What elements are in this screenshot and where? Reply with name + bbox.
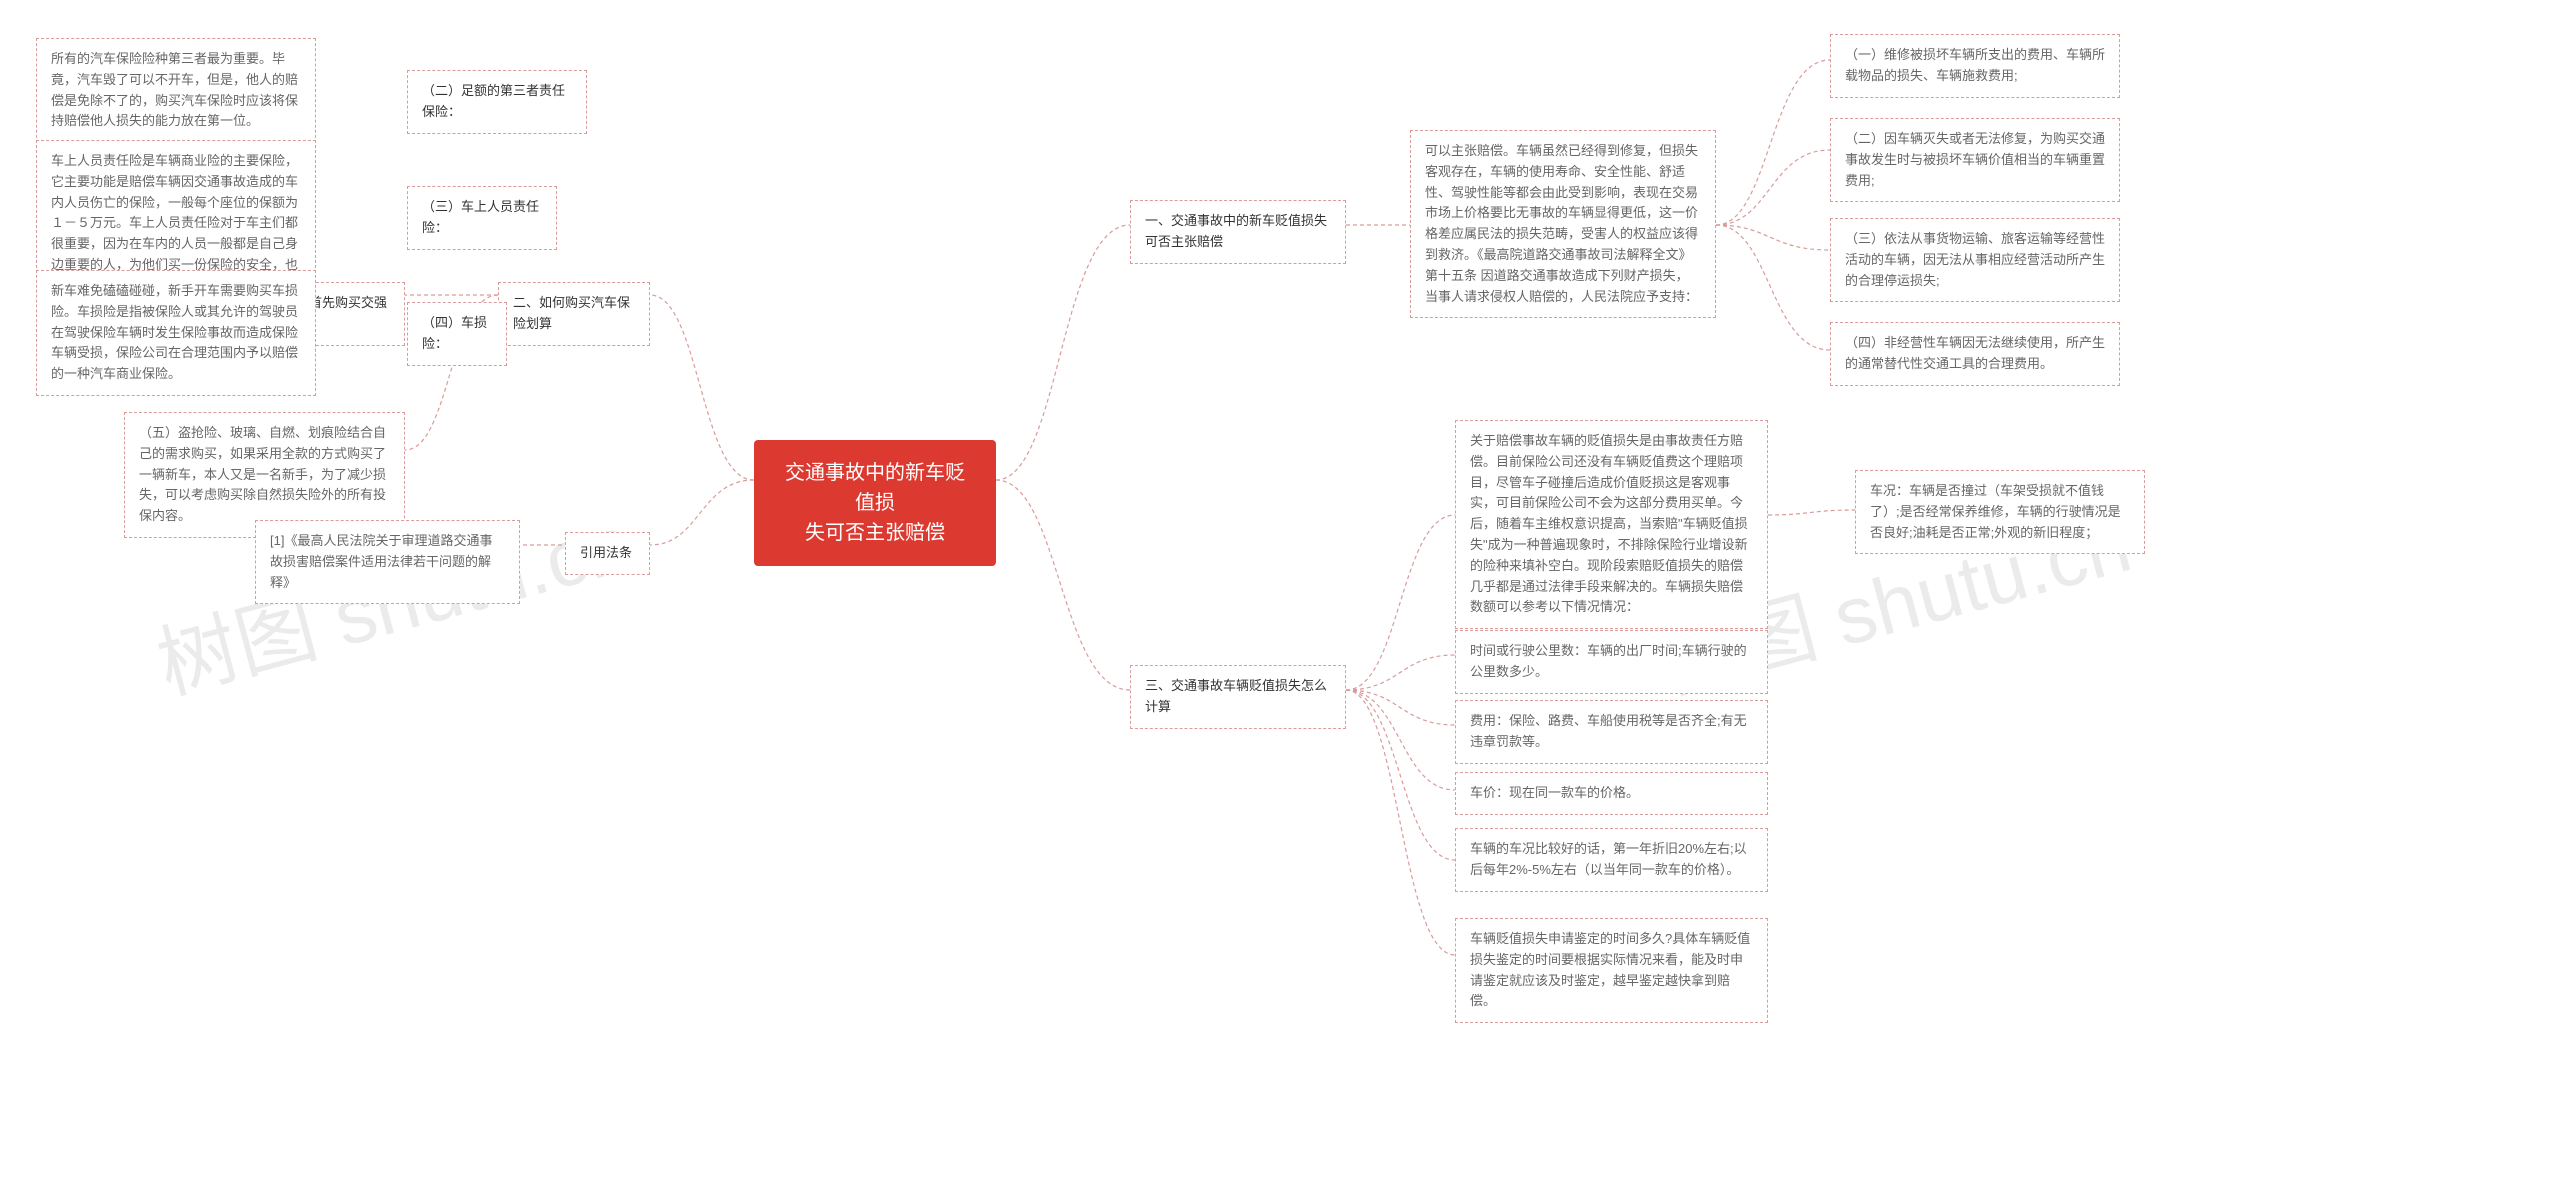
s3-leaf-2: 时间或行驶公里数：车辆的出厂时间;车辆行驶的公里数多少。 (1455, 630, 1768, 694)
citation-leaf: [1]《最高人民法院关于审理道路交通事故损害赔偿案件适用法律若干问题的解释》 (255, 520, 520, 604)
s3-leaf-4: 车价：现在同一款车的价格。 (1455, 772, 1768, 815)
root-node: 交通事故中的新车贬值损 失可否主张赔偿 (754, 440, 996, 566)
s2-c4-leaf: 新车难免磕磕碰碰，新手开车需要购买车损险。车损险是指被保险人或其允许的驾驶员在驾… (36, 270, 316, 396)
s3-leaf-6: 车辆贬值损失申请鉴定的时间多久?具体车辆贬值损失鉴定的时间要根据实际情况来看，能… (1455, 918, 1768, 1023)
s2-c2-title: （二）足额的第三者责任保险： (407, 70, 587, 134)
s1-leaf-2: （二）因车辆灭失或者无法修复，为购买交通事故发生时与被损坏车辆价值相当的车辆重置… (1830, 118, 2120, 202)
s2-c3-title: （三）车上人员责任险： (407, 186, 557, 250)
root-line1: 交通事故中的新车贬值损 (776, 458, 974, 518)
citation-title: 引用法条 (565, 532, 650, 575)
root-line2: 失可否主张赔偿 (776, 518, 974, 548)
section-1-detail: 可以主张赔偿。车辆虽然已经得到修复，但损失客观存在，车辆的使用寿命、安全性能、舒… (1410, 130, 1716, 318)
s3-leaf-3: 费用：保险、路费、车船使用税等是否齐全;有无违章罚款等。 (1455, 700, 1768, 764)
s1-leaf-4: （四）非经营性车辆因无法继续使用，所产生的通常替代性交通工具的合理费用。 (1830, 322, 2120, 386)
section-3-title: 三、交通事故车辆贬值损失怎么计算 (1130, 665, 1346, 729)
s3-side-leaf: 车况：车辆是否撞过（车架受损就不值钱了）;是否经常保养维修，车辆的行驶情况是否良… (1855, 470, 2145, 554)
s2-c4-title: （四）车损险： (407, 302, 507, 366)
s1-leaf-3: （三）依法从事货物运输、旅客运输等经营性活动的车辆，因无法从事相应经营活动所产生… (1830, 218, 2120, 302)
s1-leaf-1: （一）维修被损坏车辆所支出的费用、车辆所载物品的损失、车辆施救费用; (1830, 34, 2120, 98)
s3-leaf-5: 车辆的车况比较好的话，第一年折旧20%左右;以后每年2%-5%左右（以当年同一款… (1455, 828, 1768, 892)
s2-c2-leaf: 所有的汽车保险险种第三者最为重要。毕竟，汽车毁了可以不开车，但是，他人的赔偿是免… (36, 38, 316, 143)
section-2-title: 二、如何购买汽车保险划算 (498, 282, 650, 346)
section-1-title: 一、交通事故中的新车贬值损失可否主张赔偿 (1130, 200, 1346, 264)
s3-leaf-1: 关于赔偿事故车辆的贬值损失是由事故责任方赔偿。目前保险公司还没有车辆贬值费这个理… (1455, 420, 1768, 629)
